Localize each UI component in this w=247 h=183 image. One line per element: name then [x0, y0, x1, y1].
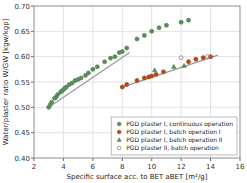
- tick-label: 0.40: [14, 155, 30, 163]
- chart: 2 4 6 8 10 12 14 16 0.40 0.45 0.50 0.55 0.60 0.65 0.70…: [0, 0, 247, 183]
- point: [187, 18, 191, 22]
- tick-label: 0.70: [14, 3, 30, 11]
- plot-frame: [34, 6, 240, 158]
- plot-area: [34, 6, 240, 158]
- point: [95, 65, 99, 69]
- point: [206, 55, 210, 59]
- point: [86, 71, 90, 75]
- grid: [34, 6, 240, 158]
- tick-label: 0.60: [14, 53, 30, 61]
- x-axis-label: Specific surface acc. to BET aBET [m²/g]: [67, 173, 208, 181]
- tick-label: 8: [120, 163, 124, 171]
- point: [50, 100, 54, 104]
- trend-line: [49, 53, 130, 108]
- point: [103, 60, 107, 64]
- series: [120, 55, 212, 89]
- marks: [47, 18, 218, 109]
- point: [120, 50, 124, 54]
- tick-label: 12: [177, 163, 186, 171]
- tick-label: 0.55: [14, 79, 30, 87]
- point: [120, 85, 124, 89]
- point: [150, 74, 154, 78]
- legend-symbol: [117, 122, 121, 126]
- legend-symbol: [117, 130, 121, 134]
- point: [135, 78, 139, 82]
- trend-line: [122, 55, 218, 87]
- y-axis-label: Water/plaster ratio W/GW [kgw/kgp]: [2, 18, 10, 145]
- point: [194, 57, 198, 61]
- point: [113, 55, 117, 59]
- point: [154, 72, 158, 76]
- point: [201, 56, 205, 60]
- tick-label: 16: [236, 163, 245, 171]
- point: [91, 67, 95, 71]
- point: [157, 26, 161, 30]
- point: [125, 46, 129, 50]
- tick-label: 0.65: [14, 28, 30, 36]
- series: [47, 18, 191, 109]
- tick-label: 4: [61, 163, 66, 171]
- legend: PGD plaster I, continuous operationPGD p…: [111, 117, 237, 155]
- legend-label: PGD plaster II, batch operation: [126, 144, 219, 152]
- tick-label: 0.50: [14, 104, 30, 112]
- point: [153, 68, 157, 72]
- point: [182, 63, 186, 67]
- point: [161, 70, 165, 74]
- point: [164, 23, 168, 27]
- grid-line: [34, 31, 240, 32]
- point: [109, 56, 113, 60]
- grid-line: [34, 107, 240, 108]
- legend-label: PGD plaster I, continuous operation: [126, 120, 233, 128]
- point: [142, 76, 146, 80]
- point: [179, 20, 183, 24]
- tick-label: 14: [206, 163, 215, 171]
- tick-label: 0.45: [14, 129, 30, 137]
- point: [142, 33, 146, 37]
- legend-label: PGD plaster I, batch operation I: [126, 128, 221, 136]
- legend-label: PGD plaster I, batch operation II: [126, 136, 222, 144]
- legend-symbol: [117, 138, 121, 141]
- point: [135, 37, 139, 41]
- point: [125, 83, 129, 87]
- point: [150, 29, 154, 33]
- point: [172, 65, 176, 69]
- axes: 2 4 6 8 10 12 14 16 0.40 0.45 0.50 0.55 0.60 0.65 0.70: [14, 3, 245, 172]
- legend-symbol: [117, 146, 121, 150]
- tick-label: 6: [91, 163, 96, 171]
- legend-frame: [111, 117, 237, 155]
- point: [79, 76, 83, 80]
- point: [187, 60, 191, 64]
- series: [179, 55, 209, 60]
- series: [153, 63, 187, 71]
- point: [179, 56, 183, 60]
- tick-label: 10: [147, 163, 156, 171]
- tick-label: 2: [32, 163, 36, 171]
